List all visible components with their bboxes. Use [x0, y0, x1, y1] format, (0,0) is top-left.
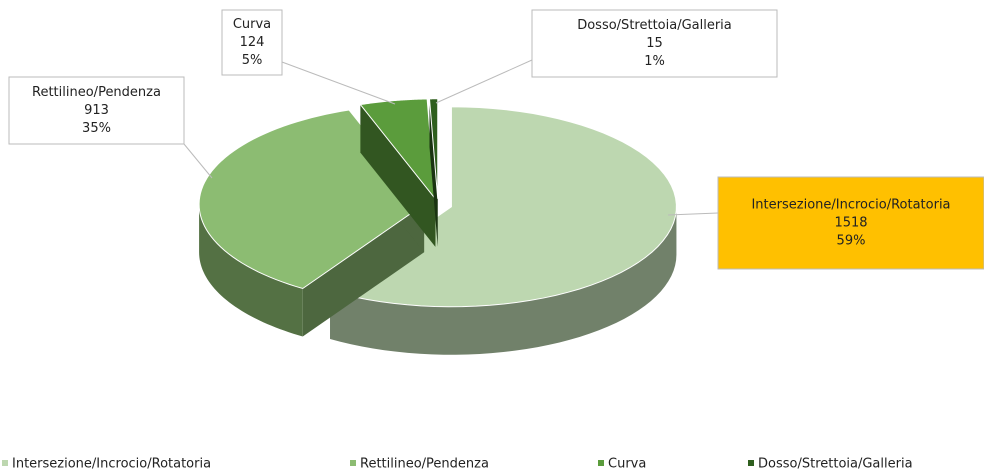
label-box — [531, 9, 778, 78]
label-name: Rettilineo/Pendenza — [32, 85, 161, 100]
legend-swatch — [748, 460, 754, 466]
label-value: 124 — [240, 35, 265, 50]
legend-label: Dosso/Strettoia/Galleria — [758, 457, 913, 472]
slice-top — [359, 98, 437, 201]
legend-label: Rettilineo/Pendenza — [360, 457, 489, 472]
slice-wall — [429, 98, 438, 247]
slice-wall — [360, 104, 436, 247]
label-percent: 1% — [644, 54, 665, 69]
slice — [428, 98, 439, 247]
legend-label: Intersezione/Incrocio/Rotatoria — [12, 457, 211, 472]
leader-line — [435, 59, 533, 104]
label-value: 15 — [646, 36, 663, 51]
label-name: Intersezione/Incrocio/Rotatoria — [751, 198, 950, 213]
slice-top — [428, 98, 439, 199]
label-box — [717, 176, 984, 270]
label-value: 1518 — [834, 216, 867, 231]
legend-swatch — [598, 460, 604, 466]
slice — [359, 98, 437, 247]
label-value: 913 — [84, 103, 109, 118]
label-percent: 59% — [837, 234, 866, 249]
slice-side — [199, 204, 303, 337]
leader-line — [183, 143, 213, 179]
slice-side — [330, 206, 677, 355]
label-percent: 35% — [82, 121, 111, 136]
label-box — [221, 9, 283, 76]
leader-line — [281, 61, 396, 105]
leader-line — [667, 212, 719, 216]
legend-swatch — [2, 460, 8, 466]
label-box — [8, 76, 185, 145]
label-name: Dosso/Strettoia/Galleria — [577, 18, 732, 33]
legend-label: Curva — [608, 457, 646, 472]
legend-swatch — [350, 460, 356, 466]
label-name: Curva — [233, 17, 271, 32]
label-percent: 5% — [242, 53, 263, 68]
slice-wall — [302, 204, 425, 337]
